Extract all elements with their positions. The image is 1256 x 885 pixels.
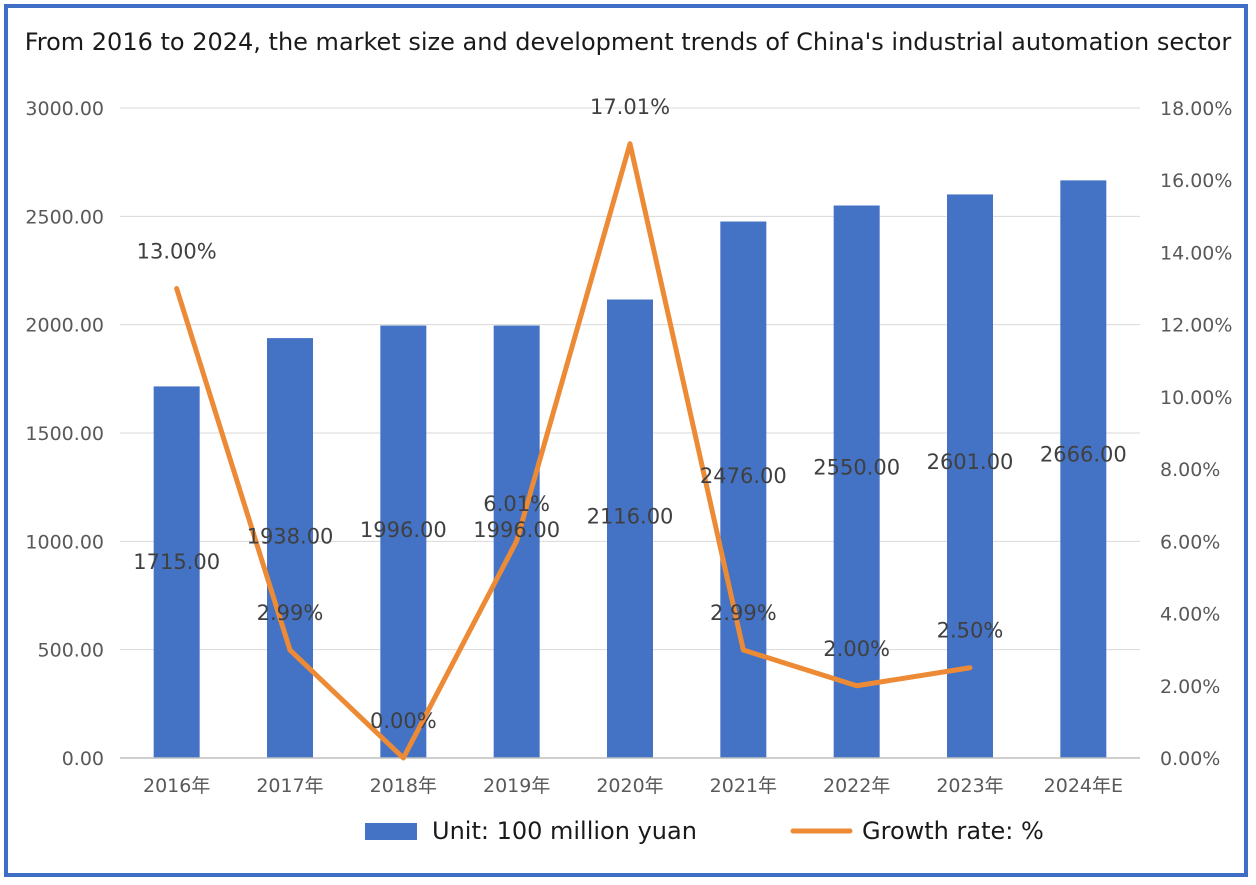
bar-value-label: 2476.00 bbox=[700, 464, 787, 488]
bar bbox=[380, 325, 427, 758]
x-tick-label: 2020年 bbox=[596, 775, 663, 797]
left-tick-label: 500.00 bbox=[38, 640, 104, 662]
right-tick-label: 8.00% bbox=[1160, 459, 1220, 481]
bar-value-label: 2116.00 bbox=[587, 505, 674, 529]
line-value-label: 13.00% bbox=[137, 240, 217, 264]
line-value-label: 17.01% bbox=[590, 95, 670, 119]
bar-value-label: 2666.00 bbox=[1040, 443, 1127, 467]
bar bbox=[267, 338, 313, 758]
right-tick-label: 10.00% bbox=[1160, 387, 1232, 409]
line-value-label: 0.00% bbox=[370, 709, 437, 733]
x-tick-label: 2024年E bbox=[1044, 775, 1123, 797]
bar bbox=[1060, 180, 1107, 758]
bar-value-label: 1715.00 bbox=[133, 550, 220, 574]
left-tick-label: 2500.00 bbox=[25, 206, 104, 228]
left-tick-label: 0.00 bbox=[62, 748, 104, 770]
right-tick-label: 12.00% bbox=[1160, 315, 1232, 337]
x-tick-label: 2016年 bbox=[143, 775, 210, 797]
x-tick-label: 2023年 bbox=[936, 775, 1003, 797]
bar-series bbox=[153, 180, 1107, 759]
left-tick-label: 2000.00 bbox=[25, 315, 104, 337]
bar bbox=[947, 194, 993, 758]
chart-title: From 2016 to 2024, the market size and d… bbox=[24, 28, 1232, 56]
bar-value-label: 2601.00 bbox=[927, 450, 1014, 474]
right-tick-label: 0.00% bbox=[1160, 748, 1220, 770]
right-tick-label: 4.00% bbox=[1160, 604, 1220, 626]
bar-value-label: 1996.00 bbox=[360, 518, 447, 542]
x-tick-label: 2021年 bbox=[710, 775, 777, 797]
bar-value-label: 2550.00 bbox=[813, 456, 900, 480]
line-value-label: 2.50% bbox=[937, 619, 1004, 643]
legend-label-line: Growth rate: % bbox=[862, 817, 1044, 845]
legend-swatch-bar bbox=[365, 823, 417, 840]
line-value-label: 2.99% bbox=[257, 601, 324, 625]
bar bbox=[607, 299, 653, 758]
x-tick-label: 2018年 bbox=[370, 775, 437, 797]
x-tick-label: 2022年 bbox=[823, 775, 890, 797]
bar bbox=[153, 386, 200, 758]
right-tick-label: 14.00% bbox=[1160, 242, 1232, 264]
right-tick-label: 6.00% bbox=[1160, 531, 1220, 553]
bar-value-label: 1938.00 bbox=[247, 525, 334, 549]
bar bbox=[720, 221, 767, 759]
data-labels: 1715.00 1938.00 1996.00 1996.00 2116.00 2476.… bbox=[133, 95, 1127, 733]
x-tick-label: 2019年 bbox=[483, 775, 550, 797]
left-tick-label: 1500.00 bbox=[25, 423, 104, 445]
right-tick-label: 16.00% bbox=[1160, 170, 1232, 192]
growth-rate-line bbox=[174, 141, 973, 761]
legend-label-bar: Unit: 100 million yuan bbox=[432, 817, 697, 845]
left-tick-label: 3000.00 bbox=[25, 98, 104, 120]
bar bbox=[833, 205, 880, 758]
line-value-label: 2.99% bbox=[710, 601, 777, 625]
x-tick-label: 2017年 bbox=[256, 775, 323, 797]
line-value-label: 6.01% bbox=[483, 492, 550, 516]
line-series bbox=[174, 141, 973, 761]
line-value-label: 2.00% bbox=[823, 637, 890, 661]
axes: 0.00 500.00 1000.00 1500.00 2000.00 2500.00 30… bbox=[25, 98, 1232, 797]
left-tick-label: 1000.00 bbox=[25, 531, 104, 553]
right-tick-label: 18.00% bbox=[1160, 98, 1232, 120]
bar-value-label: 1996.00 bbox=[473, 518, 560, 542]
right-tick-label: 2.00% bbox=[1160, 676, 1220, 698]
legend: Unit: 100 million yuan Growth rate: % bbox=[365, 817, 1044, 845]
